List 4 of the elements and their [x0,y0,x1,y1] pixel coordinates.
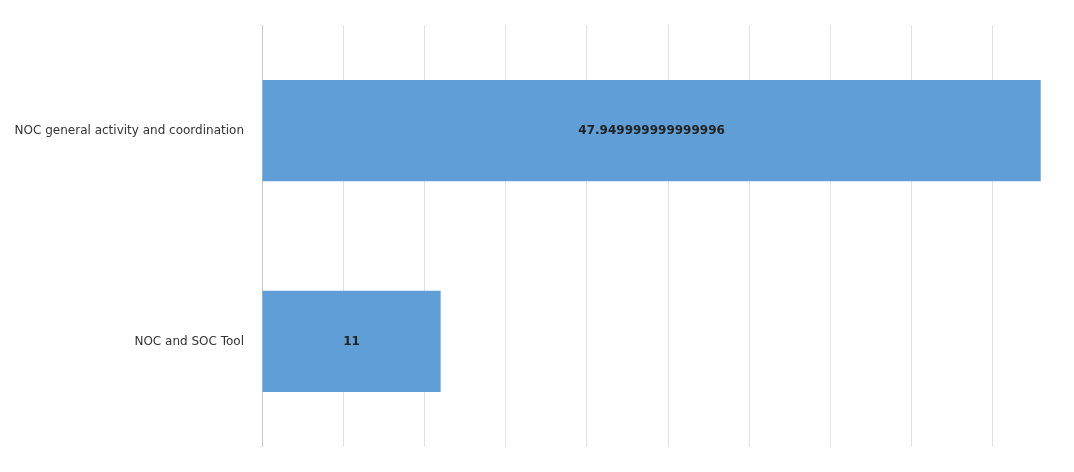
data-label: 11 [343,333,360,348]
data-label: 47.949999999999996 [578,122,725,137]
y-tick-label: NOC and SOC Tool [134,333,244,348]
y-tick-label: NOC general activity and coordination [14,122,244,137]
